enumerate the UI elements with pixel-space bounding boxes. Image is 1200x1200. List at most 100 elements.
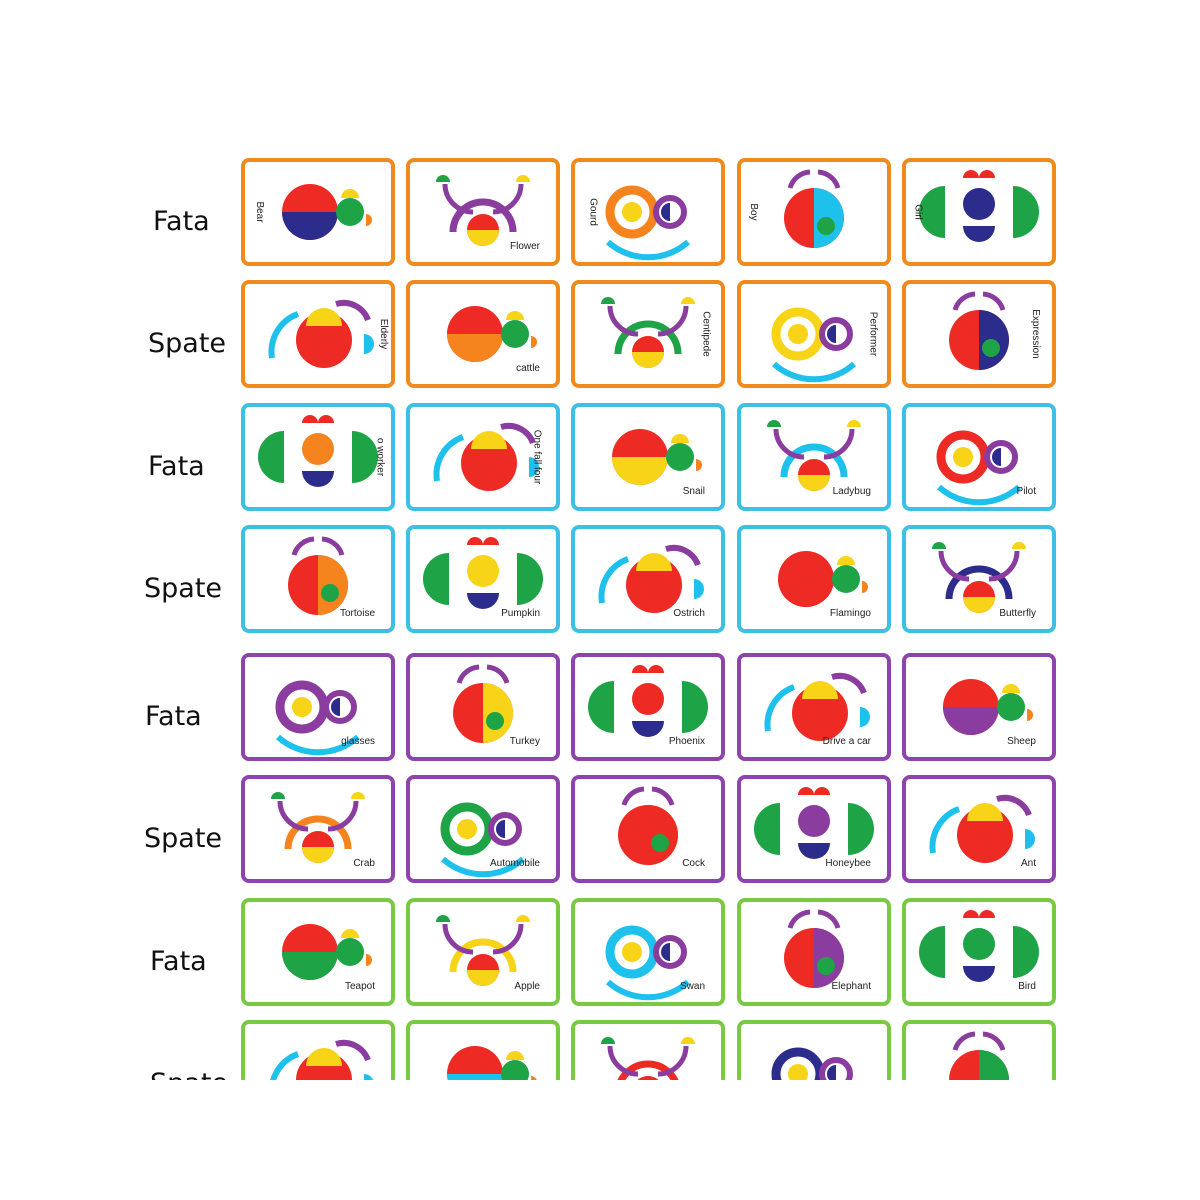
card-label: Cock: [682, 858, 705, 869]
puzzle-card[interactable]: Honeybee: [737, 775, 891, 883]
puzzle-card[interactable]: Pilot: [902, 403, 1056, 511]
puzzle-card[interactable]: Butterfly: [902, 525, 1056, 633]
puzzle-card[interactable]: cattle: [406, 280, 560, 388]
card-label: Ladybug: [832, 486, 871, 497]
card-label: Flamingo: [829, 608, 871, 619]
figure-illustration: [282, 924, 372, 980]
card-label: Performer: [867, 311, 879, 357]
puzzle-card[interactable]: Flower: [406, 158, 560, 266]
puzzle-card[interactable]: glasses: [241, 653, 395, 761]
puzzle-card[interactable]: Drive a car: [737, 653, 891, 761]
puzzle-card[interactable]: Elderly: [241, 280, 395, 388]
card-label: Drive a car: [822, 736, 871, 747]
puzzle-card-board: Fata Spate Fata Spate Fata Spate Fata Spate Bear…: [144, 158, 1056, 1080]
puzzle-card[interactable]: Turkey: [406, 653, 560, 761]
card-label: Tortoise: [339, 608, 375, 619]
card-label: glasses: [341, 736, 375, 747]
puzzle-card[interactable]: Bird: [902, 898, 1056, 1006]
puzzle-card[interactable]: [571, 1020, 725, 1080]
figure-illustration: [270, 1039, 374, 1080]
row-label: Fata: [148, 451, 205, 482]
card-label: Snail: [682, 486, 705, 497]
figure-illustration: [771, 307, 856, 383]
figure-illustration: [588, 665, 708, 737]
card-label: Gourd: [587, 198, 599, 226]
puzzle-card[interactable]: Apple: [406, 898, 560, 1006]
figure-illustration: [436, 915, 530, 986]
puzzle-card[interactable]: Automobile: [406, 775, 560, 883]
puzzle-card[interactable]: Performer: [737, 280, 891, 388]
puzzle-card[interactable]: Bear: [241, 158, 395, 266]
card-label: Crab: [353, 858, 375, 869]
puzzle-card[interactable]: Ladybug: [737, 403, 891, 511]
figure-illustration: [605, 185, 690, 261]
puzzle-card[interactable]: Expression: [902, 280, 1056, 388]
figure-illustration: [598, 544, 704, 613]
puzzle-card[interactable]: [241, 1020, 395, 1080]
card-label: o worker: [374, 437, 386, 477]
puzzle-card[interactable]: Boy: [737, 158, 891, 266]
figure-illustration: [282, 184, 372, 240]
card-label: Honeybee: [825, 858, 871, 869]
card-label: Elephant: [831, 981, 871, 992]
puzzle-card[interactable]: Tortoise: [241, 525, 395, 633]
puzzle-card[interactable]: Cock: [571, 775, 725, 883]
puzzle-card[interactable]: Girl: [902, 158, 1056, 266]
figure-illustration: [271, 792, 365, 863]
figure-illustration: [936, 430, 1021, 506]
puzzle-card[interactable]: Sheep: [902, 653, 1056, 761]
figure-illustration: [601, 1037, 695, 1080]
puzzle-card[interactable]: Ostrich: [571, 525, 725, 633]
figure-illustration: [919, 910, 1039, 982]
figure-illustration: [949, 1031, 1009, 1080]
puzzle-card[interactable]: Gourd: [571, 158, 725, 266]
puzzle-card[interactable]: Teapot: [241, 898, 395, 1006]
figure-illustration: [929, 794, 1035, 863]
card-label: Bird: [1018, 981, 1036, 992]
figure-illustration: [771, 1047, 853, 1080]
card-label: Boy: [748, 203, 760, 221]
card-label: Ant: [1020, 858, 1036, 869]
card-label: Phoenix: [668, 736, 705, 747]
card-label: Bear: [254, 201, 266, 223]
puzzle-card[interactable]: Snail: [571, 403, 725, 511]
puzzle-card[interactable]: One fall four: [406, 403, 560, 511]
card-label: Apple: [514, 981, 540, 992]
row-label: Spate: [148, 328, 227, 359]
puzzle-card[interactable]: o worker: [241, 403, 395, 511]
figure-illustration: [433, 422, 539, 491]
figure-illustration: [767, 420, 861, 491]
figure-illustration: [275, 680, 360, 756]
row-label: Spate: [144, 573, 223, 604]
puzzle-card[interactable]: Elephant: [737, 898, 891, 1006]
figure-illustration: [784, 169, 844, 248]
puzzle-card[interactable]: [737, 1020, 891, 1080]
puzzle-card[interactable]: Ant: [902, 775, 1056, 883]
figure-illustration: [288, 536, 348, 615]
figure-illustration: [612, 429, 702, 485]
puzzle-card[interactable]: Crab: [241, 775, 395, 883]
row-label: Fata: [153, 206, 210, 237]
puzzle-card[interactable]: Phoenix: [571, 653, 725, 761]
card-label: Automobile: [489, 858, 540, 869]
puzzle-card[interactable]: Swan: [571, 898, 725, 1006]
figure-illustration: [919, 170, 1039, 242]
figure-illustration: [453, 664, 513, 743]
puzzle-card[interactable]: Flamingo: [737, 525, 891, 633]
puzzle-card[interactable]: Pumpkin: [406, 525, 560, 633]
card-label: Pilot: [1016, 486, 1036, 497]
figure-illustration: [447, 306, 537, 362]
card-label: cattle: [516, 363, 540, 374]
card-label: Expression: [1029, 309, 1041, 359]
figure-illustration: [784, 909, 844, 988]
figure-illustration: [932, 542, 1026, 613]
puzzle-card[interactable]: [902, 1020, 1056, 1080]
puzzle-card[interactable]: Centipede: [571, 280, 725, 388]
card-label: Centipede: [700, 311, 712, 357]
figure-illustration: [601, 297, 695, 368]
figure-illustration: [447, 1046, 537, 1080]
card-label: Swan: [679, 981, 705, 992]
card-label: Ostrich: [673, 608, 705, 619]
card-label: Sheep: [1007, 736, 1036, 747]
puzzle-card[interactable]: [406, 1020, 560, 1080]
